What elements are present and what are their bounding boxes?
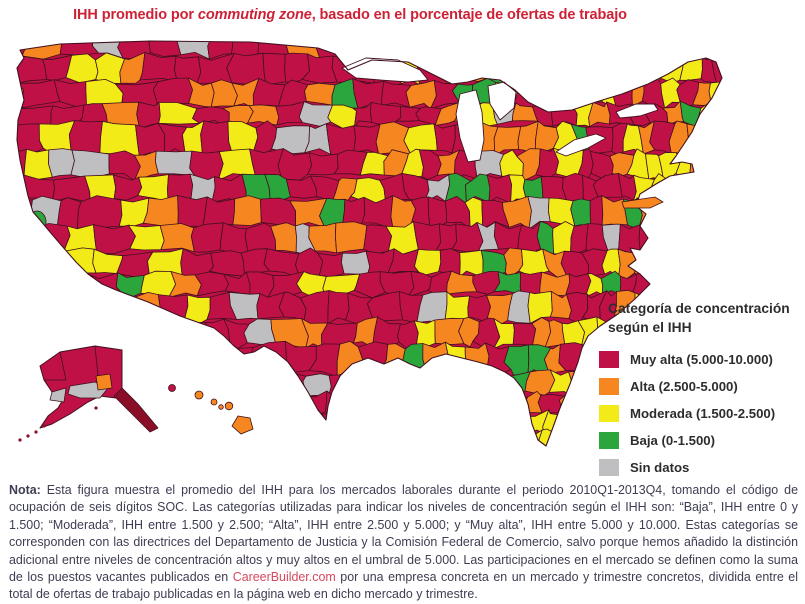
mainland-outline	[16, 40, 723, 447]
legend-swatch-baja	[599, 432, 619, 449]
legend-item-muy-alta: Muy alta (5.000-10.000)	[599, 346, 805, 373]
hawaii-big-island	[231, 415, 254, 435]
long-island	[621, 196, 664, 209]
figure-note: Nota: Esta figura muestra el promedio de…	[9, 482, 798, 604]
legend-label-alta: Alta (2.500-5.000)	[630, 379, 738, 394]
legend-swatch-muy-alta	[599, 351, 619, 368]
legend-swatch-moderada	[599, 405, 619, 422]
legend-title-line1: Categoría de concentración	[608, 301, 790, 316]
legend-title-line2: según el IHH	[608, 320, 692, 335]
legend-items: Muy alta (5.000-10.000) Alta (2.500-5.000…	[599, 346, 805, 481]
legend-item-alta: Alta (2.500-5.000)	[599, 373, 805, 400]
careerbuilder-link[interactable]: CareerBuilder.com	[232, 570, 336, 585]
map-legend: Categoría de concentración según el IHH …	[599, 299, 805, 481]
legend-item-moderada: Moderada (1.500-2.500)	[599, 400, 805, 427]
legend-label-baja: Baja (0-1.500)	[630, 433, 716, 448]
figure-title: IHH promedio por commuting zone, basado …	[5, 7, 695, 23]
title-text-2: , basado en el porcentaje de ofertas de …	[311, 7, 627, 23]
legend-title: Categoría de concentración según el IHH	[608, 299, 805, 337]
lake-ontario	[615, 103, 659, 119]
legend-item-baja: Baja (0-1.500)	[599, 427, 805, 454]
title-commuting-zone-italic: commuting zone	[197, 7, 312, 23]
note-label: Nota:	[9, 483, 41, 497]
lake-huron	[487, 81, 517, 121]
legend-item-sin-datos: Sin datos	[599, 454, 805, 481]
title-text-1: IHH promedio por	[73, 7, 198, 23]
alaska-inset	[18, 345, 159, 442]
legend-swatch-sin-datos	[599, 459, 619, 476]
lake-michigan	[455, 89, 485, 163]
legend-label-muy-alta: Muy alta (5.000-10.000)	[630, 352, 773, 367]
us-choropleth-map	[16, 40, 723, 447]
hawaii-inset	[168, 384, 254, 435]
legend-swatch-alta	[599, 378, 619, 395]
lake-erie	[555, 133, 607, 157]
note-text-before-link: Esta figura muestra el promedio del IHH …	[9, 483, 798, 585]
legend-label-sin-datos: Sin datos	[630, 460, 690, 475]
note-text-after-link: por una empresa concreta en un mercado y…	[9, 570, 798, 602]
legend-label-moderada: Moderada (1.500-2.500)	[630, 406, 776, 421]
